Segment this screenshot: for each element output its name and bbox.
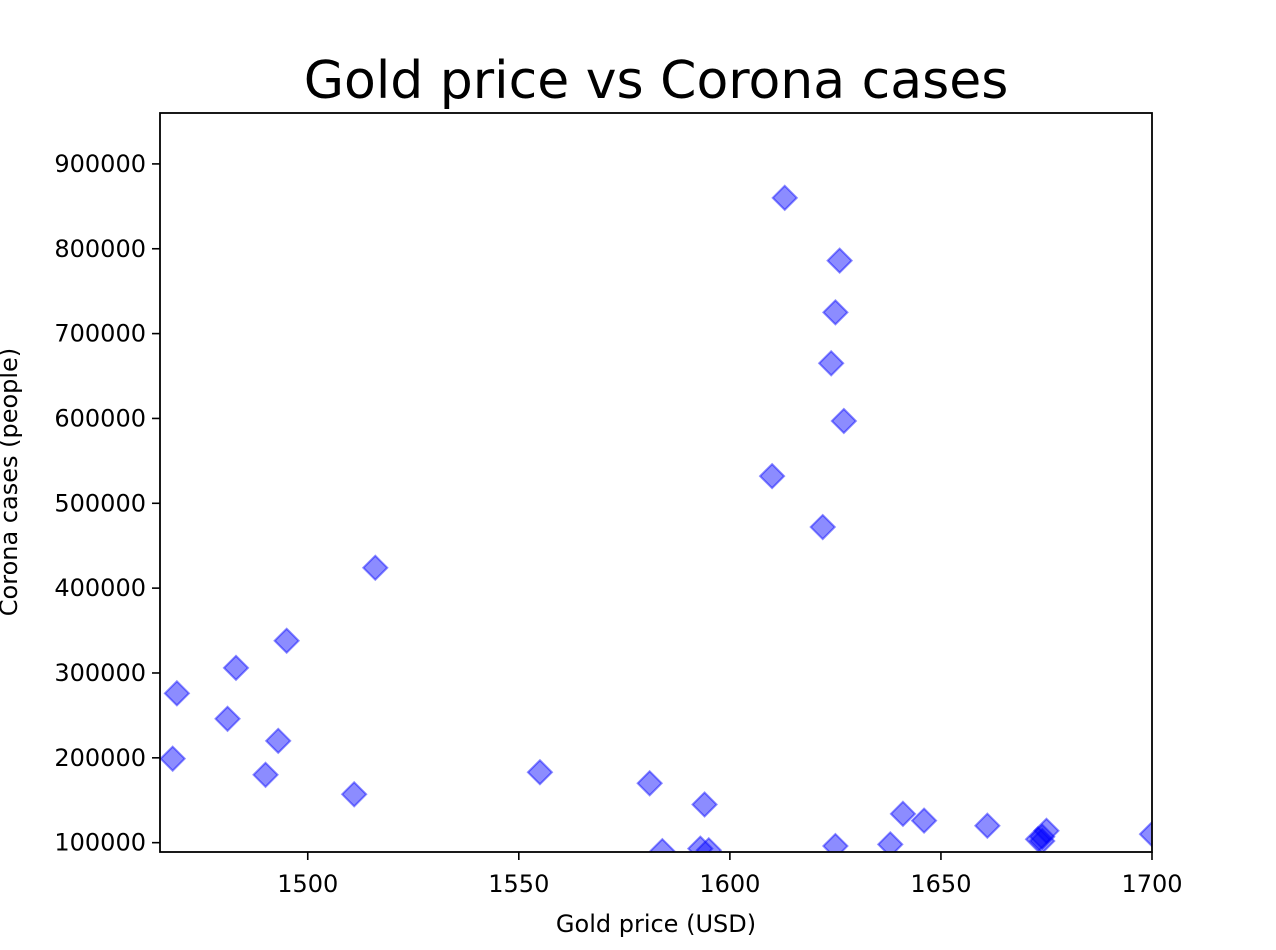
data-point bbox=[214, 705, 241, 733]
y-tick-label: 200000 bbox=[54, 744, 146, 772]
data-point bbox=[1028, 827, 1056, 852]
data-point bbox=[273, 627, 301, 655]
y-tick-label: 900000 bbox=[54, 150, 146, 178]
data-point bbox=[830, 407, 858, 435]
data-point bbox=[809, 513, 837, 541]
plot-area-frame bbox=[159, 112, 1153, 853]
data-point bbox=[222, 654, 250, 682]
data-point bbox=[526, 758, 554, 786]
y-tick-label: 500000 bbox=[54, 489, 146, 517]
x-tick-label: 1650 bbox=[910, 870, 971, 898]
data-point bbox=[163, 679, 191, 707]
data-point bbox=[695, 836, 723, 852]
x-axis-ticks: 1500 1550 1600 1650 1700 bbox=[277, 852, 1183, 898]
data-point bbox=[973, 812, 1001, 840]
x-axis-label: Gold price (USD) bbox=[556, 910, 756, 938]
data-point bbox=[821, 298, 849, 326]
data-point bbox=[1033, 817, 1060, 845]
y-axis-ticks: 100000 200000 300000 400000 500000 600000 7000… bbox=[54, 150, 160, 857]
data-point bbox=[1028, 823, 1056, 851]
data-point bbox=[340, 780, 368, 808]
data-point bbox=[1138, 820, 1152, 848]
y-tick-label: 300000 bbox=[54, 659, 146, 687]
data-point bbox=[910, 807, 938, 835]
x-tick-label: 1500 bbox=[277, 870, 338, 898]
data-point bbox=[160, 745, 187, 773]
chart-title: Gold price vs Corona cases bbox=[304, 51, 1009, 111]
data-point bbox=[817, 349, 845, 377]
data-point bbox=[758, 462, 786, 490]
x-tick-label: 1600 bbox=[699, 870, 760, 898]
data-markers bbox=[160, 184, 1152, 852]
y-tick-label: 600000 bbox=[54, 404, 146, 432]
data-point bbox=[771, 184, 799, 212]
x-tick-label: 1550 bbox=[488, 870, 549, 898]
y-axis-label: Corona cases (people) bbox=[0, 348, 23, 616]
data-point bbox=[648, 837, 676, 852]
data-point bbox=[264, 727, 292, 755]
y-tick-label: 100000 bbox=[54, 829, 146, 857]
data-point bbox=[889, 800, 917, 828]
data-point bbox=[821, 832, 849, 852]
data-point bbox=[826, 247, 854, 275]
y-tick-label: 800000 bbox=[54, 235, 146, 263]
data-point bbox=[876, 830, 904, 852]
data-point bbox=[691, 791, 718, 818]
data-point bbox=[686, 835, 714, 852]
data-point bbox=[636, 769, 664, 797]
x-tick-label: 1700 bbox=[1121, 870, 1182, 898]
y-tick-label: 400000 bbox=[54, 574, 146, 602]
y-tick-label: 700000 bbox=[54, 320, 146, 348]
data-point bbox=[361, 554, 389, 582]
data-point bbox=[252, 761, 279, 789]
